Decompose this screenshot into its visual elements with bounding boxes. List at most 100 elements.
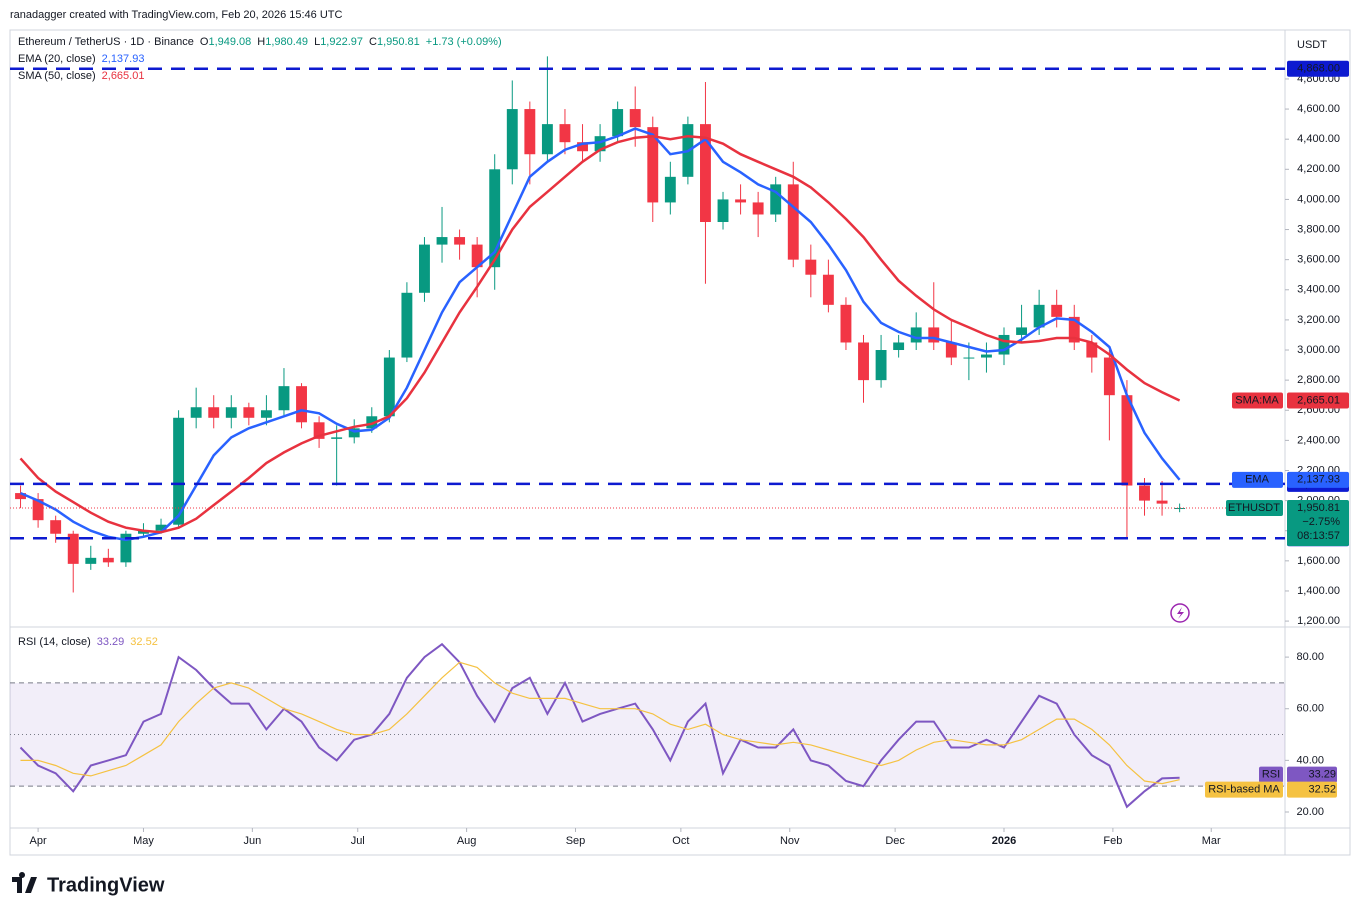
candle-body (928, 327, 940, 343)
rsi-y-tick-label: 40.00 (1296, 754, 1324, 766)
candle-body (506, 109, 518, 170)
candle-body (910, 327, 922, 343)
x-tick-label: May (133, 835, 154, 847)
candle-body (419, 244, 430, 293)
indicator-value: 2,137.93 (102, 53, 145, 65)
candle-body (67, 533, 79, 564)
candle-body (1121, 395, 1133, 486)
x-tick-label: 2026 (992, 835, 1016, 847)
candle-body (752, 202, 764, 215)
x-tick-label: Sep (566, 835, 586, 847)
logo-mark (12, 872, 37, 893)
rsi-y-tick-label: 80.00 (1296, 651, 1324, 663)
y-tick-label: 3,000.00 (1297, 344, 1340, 356)
alert-icon[interactable] (1170, 603, 1190, 623)
x-tick-label: Dec (885, 835, 905, 847)
candle-body (735, 199, 747, 203)
candle-body (102, 557, 114, 563)
candle-body (840, 304, 852, 343)
level-badge (1287, 60, 1349, 77)
candle-body (629, 109, 641, 128)
candle-body (190, 407, 202, 418)
indicator-value-badge (1287, 471, 1349, 488)
candle-body (208, 407, 220, 418)
rsi-name-badge (1205, 781, 1283, 798)
candle-body (945, 342, 957, 358)
alert-icon-bolt (1177, 607, 1184, 619)
candle-body (489, 169, 501, 268)
symbol: Ethereum / TetherUS · 1D · Binance (18, 36, 194, 48)
candle-body (1033, 304, 1045, 328)
rsi-value: 33.29 (97, 636, 125, 648)
ohlc-key: H (257, 36, 265, 48)
candle-body (1051, 304, 1063, 317)
rsi-value: 32.52 (130, 636, 158, 648)
candle-body (647, 127, 659, 203)
y-tick-label: 4,600.00 (1297, 103, 1340, 115)
candle-body (348, 428, 360, 438)
candle-body (454, 237, 466, 245)
y-tick-label: 4,200.00 (1297, 163, 1340, 175)
candle-body (664, 176, 676, 203)
candle-body (770, 184, 782, 215)
y-tick-label: 3,600.00 (1297, 254, 1340, 266)
candle-body (717, 199, 729, 223)
candle-body (524, 109, 536, 155)
ohlc-key: C (369, 36, 377, 48)
candle-body (173, 417, 185, 525)
rsi-name: RSI (1262, 769, 1280, 781)
candle-body (1139, 485, 1150, 501)
indicator-short-name: EMA (1245, 474, 1270, 486)
last-price-name-badge (1226, 500, 1283, 517)
indicator-name: EMA (20, close) (18, 53, 96, 65)
candle-body (278, 386, 290, 411)
candle-body (822, 274, 834, 305)
indicator-legend: EMA (20, close) 2,137.93 (18, 53, 144, 65)
x-tick-label: Mar (1202, 835, 1221, 847)
candle-body (577, 142, 588, 152)
candle-body (700, 124, 711, 223)
candle-body (260, 410, 272, 418)
candle-body (541, 124, 553, 155)
credit: ranadagger created with TradingView.com,… (10, 9, 342, 21)
candle-body (120, 533, 132, 563)
indicator-line (20, 127, 1181, 542)
y-tick-label: 3,400.00 (1297, 284, 1340, 296)
currency: USDT (1297, 39, 1327, 51)
candle-body (225, 407, 237, 418)
y-tick-label: 1,600.00 (1297, 555, 1340, 567)
candle-body (893, 342, 905, 351)
candle-body (858, 342, 869, 381)
x-tick-label: Feb (1103, 835, 1122, 847)
rsi-value-label: 32.52 (1308, 784, 1336, 796)
logo: TradingView (12, 872, 165, 896)
candle-body (612, 109, 624, 137)
indicator-value: 2,665.01 (102, 70, 145, 82)
last-price-label: 1,950.81 (1297, 502, 1340, 514)
y-tick-label: 2,400.00 (1297, 434, 1340, 446)
rsi-line (20, 661, 1180, 785)
y-tick-label: 4,400.00 (1297, 133, 1340, 145)
last-price-name: ETHUSDT (1228, 502, 1280, 514)
x-tick-label: Apr (30, 835, 47, 847)
ohlc-value: +1.73 (+0.09%) (426, 36, 502, 48)
rsi-name: RSI-based MA (1208, 784, 1280, 796)
candle-body (436, 237, 448, 245)
indicator-name-badge (1232, 471, 1283, 488)
candle-body (32, 499, 44, 521)
ohlc-value: 1,949.08 (208, 36, 251, 48)
symbol-legend: Ethereum / TetherUS · 1D · Binance O1,949… (18, 36, 502, 48)
candle-body (138, 530, 149, 534)
indicator-legend: SMA (50, close) 2,665.01 (18, 70, 144, 82)
ohlc-key: O (200, 36, 209, 48)
candle-body (296, 386, 307, 423)
y-tick-label: 4,000.00 (1297, 193, 1340, 205)
indicator-value-label: 2,665.01 (1297, 394, 1340, 406)
x-tick-label: Aug (457, 835, 477, 847)
x-tick-label: Oct (672, 835, 689, 847)
indicator-line (19, 134, 1181, 534)
candle-body (1086, 342, 1098, 358)
candle-body (594, 136, 606, 152)
candle-body (471, 244, 483, 268)
candle-body (401, 292, 413, 358)
